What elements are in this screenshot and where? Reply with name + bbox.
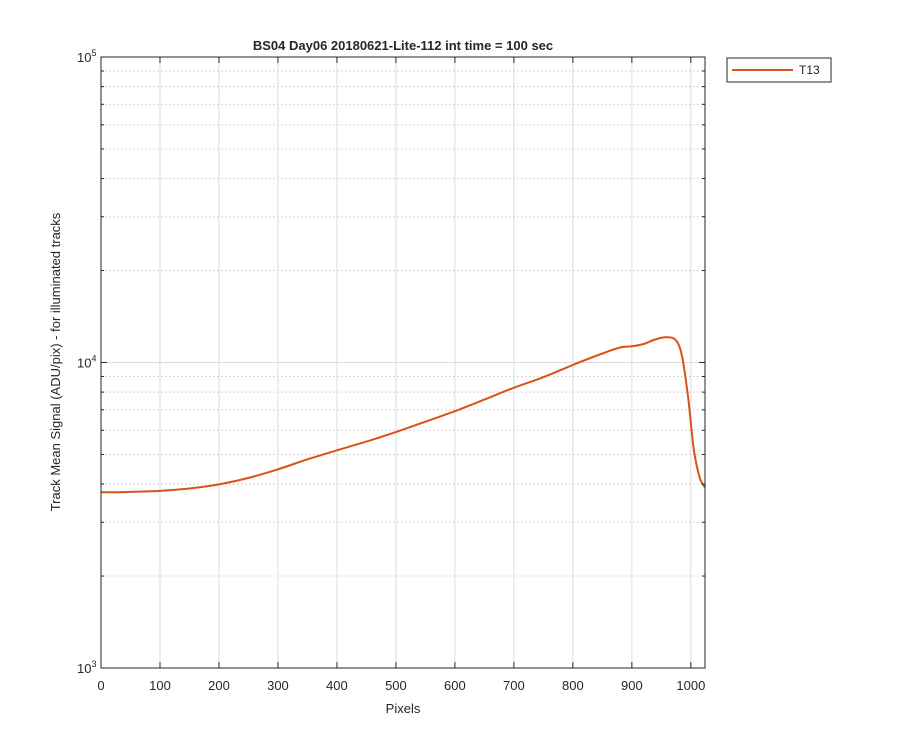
x-tick-label: 0	[97, 678, 104, 693]
x-tick-label: 300	[267, 678, 289, 693]
x-tick-label: 600	[444, 678, 466, 693]
tick-marks	[100, 56, 705, 669]
x-tick-label: 500	[385, 678, 407, 693]
legend-label-t13: T13	[799, 63, 820, 77]
x-tick-label: 400	[326, 678, 348, 693]
chart-title: BS04 Day06 20180621-Lite-112 int time = …	[253, 38, 553, 53]
x-tick-label: 100	[149, 678, 171, 693]
x-tick-label: 900	[621, 678, 643, 693]
x-tick-label: 700	[503, 678, 525, 693]
legend: T13	[726, 57, 832, 83]
x-tick-labels: 0 100 200 300 400 500 600 700 800 900 1000	[97, 678, 705, 693]
series-line-t13	[100, 336, 706, 494]
minor-grid	[101, 70, 705, 577]
series-layer	[100, 336, 706, 494]
x-tick-label: 1000	[676, 678, 705, 693]
x-tick-label: 800	[562, 678, 584, 693]
x-tick-label: 200	[208, 678, 230, 693]
x-axis-label: Pixels	[386, 701, 421, 716]
y-axis-label: Track Mean Signal (ADU/pix) - for illumi…	[48, 212, 63, 511]
